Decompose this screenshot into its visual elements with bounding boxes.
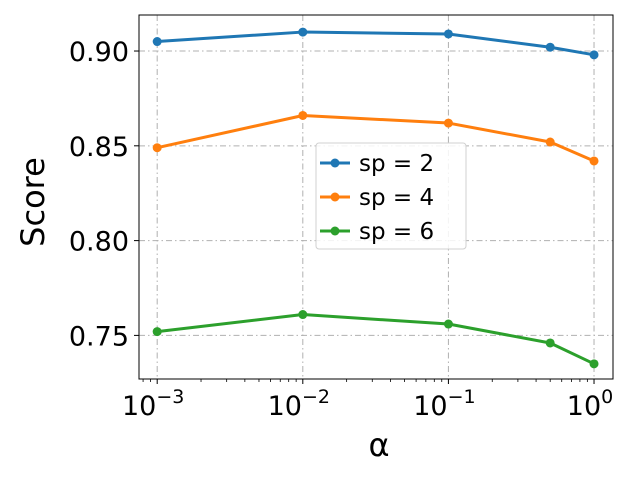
y-tick-label: 0.75 xyxy=(69,321,129,352)
legend-label: sp = 6 xyxy=(359,219,434,245)
x-tick-base: 10 xyxy=(413,391,447,422)
x-tick-exponent: −3 xyxy=(156,386,184,408)
y-axis-label: Score xyxy=(14,157,52,247)
x-tick-exponent: −1 xyxy=(448,386,476,408)
x-tick-base: 10 xyxy=(122,391,156,422)
y-tick-label: 0.80 xyxy=(69,227,129,258)
legend-box xyxy=(315,142,467,250)
data-point xyxy=(443,118,453,128)
x-tick-exponent: −2 xyxy=(302,386,330,408)
data-point xyxy=(589,50,599,60)
grid-lines xyxy=(139,15,613,379)
x-axis-label: α xyxy=(368,426,389,464)
series-1 xyxy=(152,27,599,60)
data-point xyxy=(443,29,453,39)
x-tick-exponent: 0 xyxy=(601,386,613,408)
x-tick-label: 100 xyxy=(567,386,613,422)
legend-swatch-marker xyxy=(330,192,340,202)
series-3 xyxy=(152,310,599,369)
data-point xyxy=(152,143,162,153)
legend-label: sp = 4 xyxy=(359,185,434,211)
y-tick-label: 0.90 xyxy=(69,37,129,68)
data-point xyxy=(545,137,555,147)
x-tick-label: 10−3 xyxy=(122,386,184,422)
y-tick-label: 0.85 xyxy=(69,132,129,163)
data-point xyxy=(152,37,162,47)
legend-label: sp = 2 xyxy=(359,151,434,177)
legend-swatch-marker xyxy=(330,226,340,236)
data-point xyxy=(298,110,308,120)
legend-item: sp = 4 xyxy=(320,185,434,211)
data-point xyxy=(589,359,599,369)
x-tick-base: 10 xyxy=(567,391,601,422)
legend: sp = 2 sp = 4 sp = 6 xyxy=(315,142,467,250)
data-point xyxy=(545,338,555,348)
x-tick-base: 10 xyxy=(268,391,302,422)
series-2 xyxy=(152,110,599,166)
data-point xyxy=(443,319,453,329)
data-point xyxy=(545,42,555,52)
legend-swatch-marker xyxy=(330,158,340,168)
data-point xyxy=(152,327,162,337)
legend-item: sp = 2 xyxy=(320,151,434,177)
x-tick-label: 10−1 xyxy=(413,386,475,422)
series-group xyxy=(152,27,599,369)
data-point xyxy=(298,310,308,320)
legend-item: sp = 6 xyxy=(320,219,434,245)
x-tick-label: 10−2 xyxy=(268,386,330,422)
plot-frame xyxy=(138,14,614,380)
data-point xyxy=(589,156,599,166)
data-point xyxy=(298,27,308,37)
